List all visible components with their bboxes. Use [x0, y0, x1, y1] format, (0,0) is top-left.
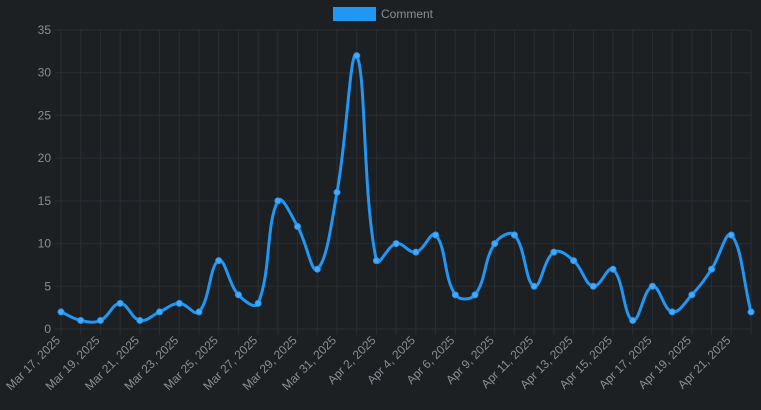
point [392, 240, 400, 248]
y-tick-label: 5 [44, 279, 51, 293]
legend-label: Comment [381, 7, 434, 21]
point [77, 316, 85, 324]
point [333, 188, 341, 196]
point [254, 299, 262, 307]
point [471, 291, 479, 299]
point [570, 257, 578, 265]
point [589, 282, 597, 290]
point [372, 257, 380, 265]
point [491, 240, 499, 248]
point [432, 231, 440, 239]
y-tick-label: 30 [38, 66, 52, 80]
point [629, 316, 637, 324]
y-tick-label: 0 [44, 322, 51, 336]
point [234, 291, 242, 299]
point [353, 52, 361, 60]
y-tick-label: 20 [38, 151, 52, 165]
point [136, 316, 144, 324]
point [274, 197, 282, 205]
point [195, 308, 203, 316]
point [451, 291, 459, 299]
point [688, 291, 696, 299]
point [156, 308, 164, 316]
point [550, 248, 558, 256]
point [708, 265, 716, 273]
point [313, 265, 321, 273]
point [96, 316, 104, 324]
point [747, 308, 755, 316]
point [57, 308, 65, 316]
point [648, 282, 656, 290]
point [175, 299, 183, 307]
y-tick-label: 35 [38, 23, 52, 37]
y-tick-label: 25 [38, 108, 52, 122]
point [530, 282, 538, 290]
point [609, 265, 617, 273]
point [412, 248, 420, 256]
point [215, 257, 223, 265]
y-tick-label: 10 [38, 237, 52, 251]
point [510, 231, 518, 239]
point [294, 222, 302, 230]
y-tick-label: 15 [38, 194, 52, 208]
point [668, 308, 676, 316]
point [116, 299, 124, 307]
legend-swatch [333, 7, 376, 21]
point [727, 231, 735, 239]
